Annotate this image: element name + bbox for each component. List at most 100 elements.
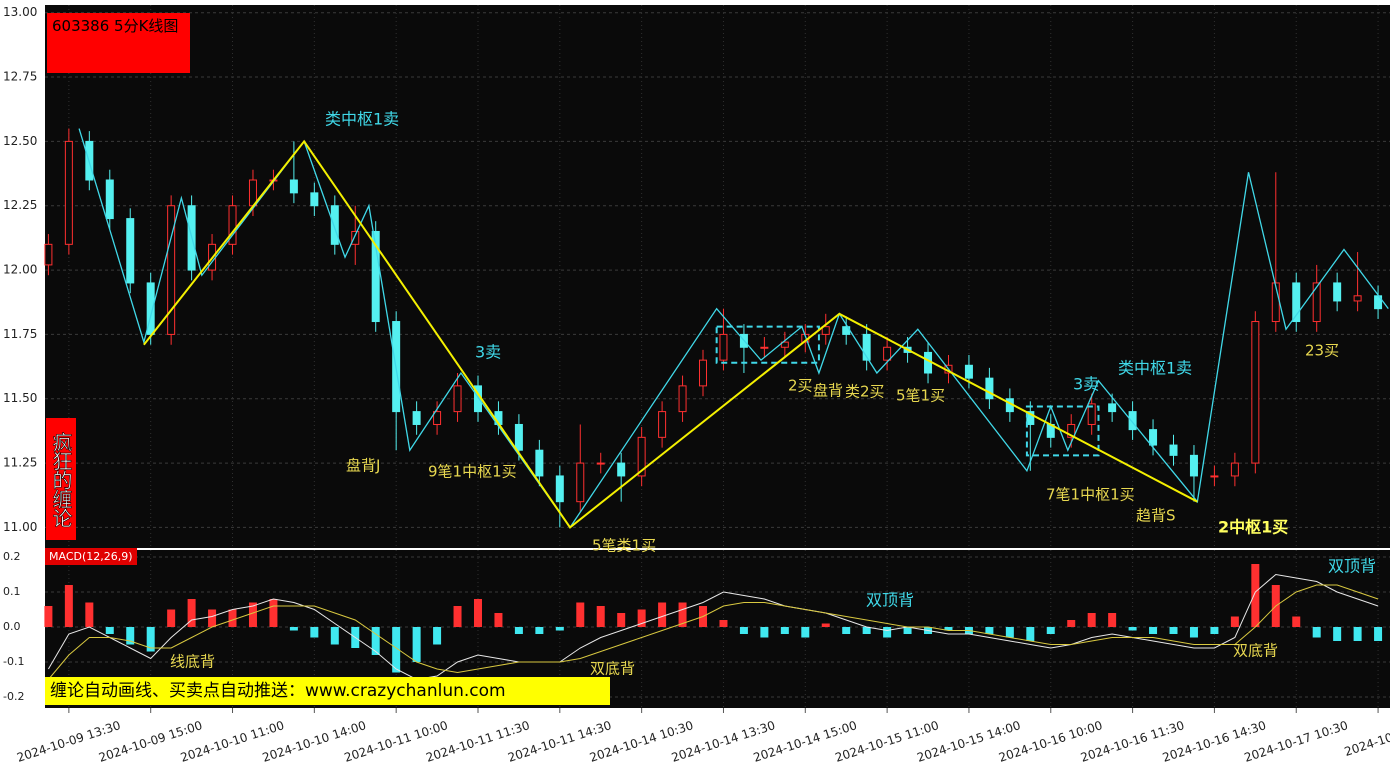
y-tick-label: 13.00 xyxy=(3,5,37,19)
macd-bar xyxy=(167,609,176,627)
candle-body xyxy=(535,449,544,477)
candle-body xyxy=(1149,429,1158,446)
annotation: 23买 xyxy=(1305,342,1339,360)
macd-bar xyxy=(146,627,155,652)
macd-bar xyxy=(248,602,257,627)
annotation: 双顶背 xyxy=(866,591,914,610)
macd-bar xyxy=(412,627,421,662)
y-tick-label: 12.25 xyxy=(3,198,37,212)
candle-body xyxy=(1230,462,1239,477)
candle-body xyxy=(576,462,585,503)
macd-bar xyxy=(208,609,217,627)
candle-body xyxy=(678,385,687,413)
macd-bar xyxy=(1026,627,1035,641)
y-tick-label: -0.1 xyxy=(3,655,24,668)
candle-body xyxy=(1312,282,1321,323)
y-tick-label: 12.75 xyxy=(3,70,37,84)
macd-bar xyxy=(1149,627,1158,634)
y-tick-label: 0.0 xyxy=(3,620,21,633)
macd-bar xyxy=(1005,627,1014,638)
candle-body xyxy=(862,333,871,361)
candle-body xyxy=(44,243,53,266)
macd-bar xyxy=(780,627,789,634)
candle-body xyxy=(883,346,892,361)
macd-bar xyxy=(1046,627,1055,634)
candle-body xyxy=(1333,282,1342,302)
annotation: 双底背 xyxy=(1233,642,1278,660)
candle-body xyxy=(1087,403,1096,425)
y-tick-label: 11.25 xyxy=(3,456,37,470)
candle-body xyxy=(1210,475,1219,478)
candle-body xyxy=(1251,321,1260,464)
macd-bar xyxy=(433,627,442,645)
candle-body xyxy=(1353,295,1362,302)
candle-body xyxy=(433,411,442,425)
macd-bar xyxy=(310,627,319,638)
macd-bar xyxy=(85,602,94,627)
macd-bar xyxy=(64,585,73,627)
candle-body xyxy=(1108,403,1117,413)
macd-bar xyxy=(1087,613,1096,627)
annotation: 5笔类1买 xyxy=(592,537,656,555)
macd-bar xyxy=(862,627,871,634)
candle-body xyxy=(228,205,237,245)
y-tick-label: 12.50 xyxy=(3,134,37,148)
y-tick-label: 11.75 xyxy=(3,327,37,341)
candle-body xyxy=(1169,444,1178,456)
candle-body xyxy=(126,218,135,284)
macd-bar xyxy=(944,627,953,631)
candle-body xyxy=(453,385,462,413)
annotation: 2买 xyxy=(788,377,813,395)
macd-line xyxy=(48,584,1379,680)
macd-bar xyxy=(105,627,114,634)
candle-body xyxy=(105,179,114,220)
main-panel xyxy=(45,5,1390,548)
macd-bar xyxy=(576,602,585,627)
macd-bar xyxy=(739,627,748,634)
annotation: 双顶背 xyxy=(1328,557,1376,576)
macd-bar xyxy=(126,627,135,645)
candle-body xyxy=(289,179,298,194)
candle-body xyxy=(658,411,667,438)
macd-bar xyxy=(658,602,667,627)
macd-bar xyxy=(555,627,564,631)
macd-bar xyxy=(678,602,687,627)
macd-bar xyxy=(535,627,544,634)
side-label: 疯狂的缠论 xyxy=(46,418,76,540)
macd-bar xyxy=(1230,616,1239,627)
macd-bar xyxy=(1108,613,1117,627)
candle-body xyxy=(821,326,830,335)
annotation: 类2买 xyxy=(845,383,885,401)
annotation: 2中枢1买 xyxy=(1218,518,1288,537)
macd-bar xyxy=(903,627,912,634)
y-tick-label: -0.2 xyxy=(3,690,24,703)
macd-bar xyxy=(1169,627,1178,634)
annotation: 双底背 xyxy=(590,660,635,678)
annotation: 线底背 xyxy=(170,653,215,671)
segment-line xyxy=(78,128,1389,529)
candle-body xyxy=(514,423,523,451)
banner: 缠论自动画线、买卖点自动推送：www.crazychanlun.com xyxy=(45,677,610,705)
macd-bar xyxy=(289,627,298,631)
annotation: 7笔1中枢1买 xyxy=(1046,486,1135,504)
annotation: 3卖 xyxy=(475,343,501,362)
y-tick-label: 11.50 xyxy=(3,391,37,405)
candle-body xyxy=(412,411,421,425)
candle-body xyxy=(780,341,789,348)
annotation: 盘背 xyxy=(813,382,843,400)
bi-line xyxy=(143,139,1198,529)
macd-bar xyxy=(801,627,810,638)
macd-line xyxy=(47,573,1379,681)
y-tick-label: 0.1 xyxy=(3,585,21,598)
candle-body xyxy=(330,205,339,245)
zhongshu-box xyxy=(1025,405,1100,457)
annotation: 趋背S xyxy=(1136,507,1176,525)
macd-bar xyxy=(1128,627,1137,631)
macd-bar xyxy=(617,613,626,627)
y-tick-label: 12.00 xyxy=(3,263,37,277)
annotation: 9笔1中枢1买 xyxy=(428,463,517,481)
macd-bar xyxy=(883,627,892,638)
macd-bar xyxy=(1292,616,1301,627)
x-tick-label: 2024-10-17 xyxy=(1343,724,1390,759)
